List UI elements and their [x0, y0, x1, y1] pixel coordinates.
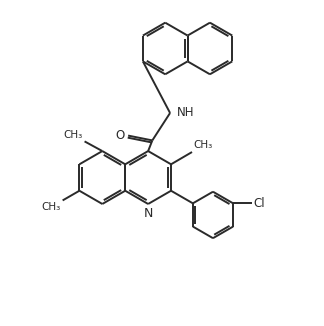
Text: NH: NH: [177, 107, 195, 120]
Text: Cl: Cl: [253, 197, 265, 210]
Text: CH₃: CH₃: [64, 130, 83, 140]
Text: CH₃: CH₃: [42, 202, 61, 212]
Text: O: O: [115, 129, 124, 142]
Text: CH₃: CH₃: [194, 141, 213, 150]
Text: N: N: [144, 207, 153, 219]
